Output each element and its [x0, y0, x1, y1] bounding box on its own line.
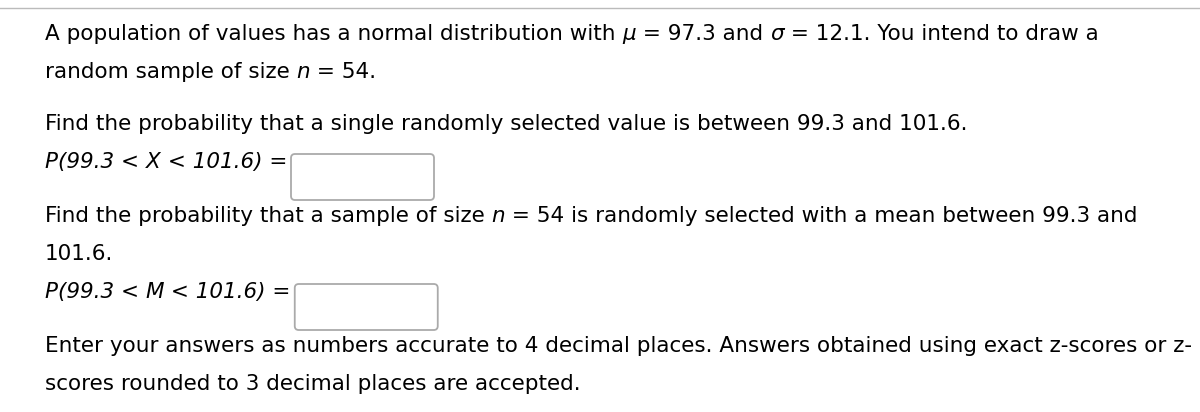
- Text: M: M: [146, 282, 164, 302]
- Text: X: X: [146, 152, 161, 172]
- Text: Find the probability that a single randomly selected value is between 99.3 and 1: Find the probability that a single rando…: [46, 114, 967, 134]
- Text: σ: σ: [770, 24, 784, 44]
- Text: P(99.3 <: P(99.3 <: [46, 152, 146, 172]
- Text: scores rounded to 3 decimal places are accepted.: scores rounded to 3 decimal places are a…: [46, 374, 581, 394]
- Text: < 101.6) =: < 101.6) =: [161, 152, 287, 172]
- Text: = 12.1. You intend to draw a: = 12.1. You intend to draw a: [784, 24, 1098, 44]
- Text: = 97.3 and: = 97.3 and: [636, 24, 770, 44]
- Text: P(99.3 <: P(99.3 <: [46, 282, 146, 302]
- Text: Find the probability that a sample of size: Find the probability that a sample of si…: [46, 206, 492, 226]
- FancyBboxPatch shape: [292, 154, 434, 200]
- Text: n: n: [296, 62, 311, 82]
- Text: μ: μ: [623, 24, 636, 44]
- Text: A population of values has a normal distribution with: A population of values has a normal dist…: [46, 24, 623, 44]
- Text: Enter your answers as numbers accurate to 4 decimal places. Answers obtained usi: Enter your answers as numbers accurate t…: [46, 336, 1192, 356]
- Text: < 101.6) =: < 101.6) =: [164, 282, 290, 302]
- Text: = 54 is randomly selected with a mean between 99.3 and: = 54 is randomly selected with a mean be…: [505, 206, 1138, 226]
- Text: = 54.: = 54.: [311, 62, 377, 82]
- Text: 101.6.: 101.6.: [46, 244, 113, 264]
- Text: n: n: [492, 206, 505, 226]
- FancyBboxPatch shape: [295, 284, 438, 330]
- Text: random sample of size: random sample of size: [46, 62, 296, 82]
